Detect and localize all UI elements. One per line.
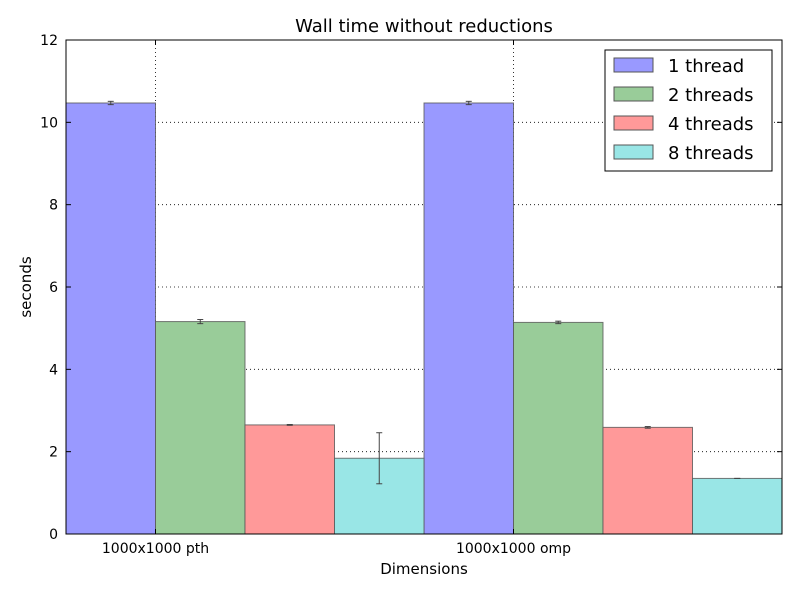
y-tick-label: 10 bbox=[40, 115, 58, 131]
bar bbox=[65, 102, 156, 535]
bar bbox=[692, 477, 783, 535]
legend-label: 4 threads bbox=[668, 114, 754, 135]
legend: 1 thread 2 threads 4 threads 8 threads bbox=[604, 49, 773, 172]
legend-swatch bbox=[613, 115, 654, 131]
legend-label: 8 threads bbox=[668, 143, 754, 164]
bar bbox=[513, 321, 604, 535]
legend-label: 1 thread bbox=[668, 56, 744, 77]
bars bbox=[65, 102, 783, 535]
x-axis-label: Dimensions bbox=[380, 560, 468, 578]
bar bbox=[155, 321, 246, 535]
bar bbox=[244, 424, 335, 535]
chart-title: Wall time without reductions bbox=[295, 16, 553, 37]
bar bbox=[602, 426, 693, 535]
y-tick-label: 8 bbox=[49, 198, 58, 214]
y-axis-label: seconds bbox=[17, 256, 35, 317]
legend-swatch bbox=[613, 57, 654, 73]
y-tick-label: 4 bbox=[49, 362, 58, 378]
y-tick-label: 12 bbox=[40, 33, 58, 49]
y-tick-label: 0 bbox=[49, 527, 58, 543]
x-tick-label: 1000x1000 pth bbox=[102, 541, 209, 557]
axis-ticks: 0 2 4 6 8 10 12 1000x1000 pth 1000x1000 omp bbox=[40, 33, 782, 557]
y-tick-label: 2 bbox=[49, 445, 58, 461]
error-bars bbox=[107, 100, 741, 485]
y-tick-label: 6 bbox=[49, 280, 58, 296]
legend-swatch bbox=[613, 86, 654, 102]
x-tick-label: 1000x1000 omp bbox=[456, 541, 571, 557]
bar bbox=[423, 102, 514, 535]
legend-swatch bbox=[613, 144, 654, 160]
legend-label: 2 threads bbox=[668, 85, 754, 106]
